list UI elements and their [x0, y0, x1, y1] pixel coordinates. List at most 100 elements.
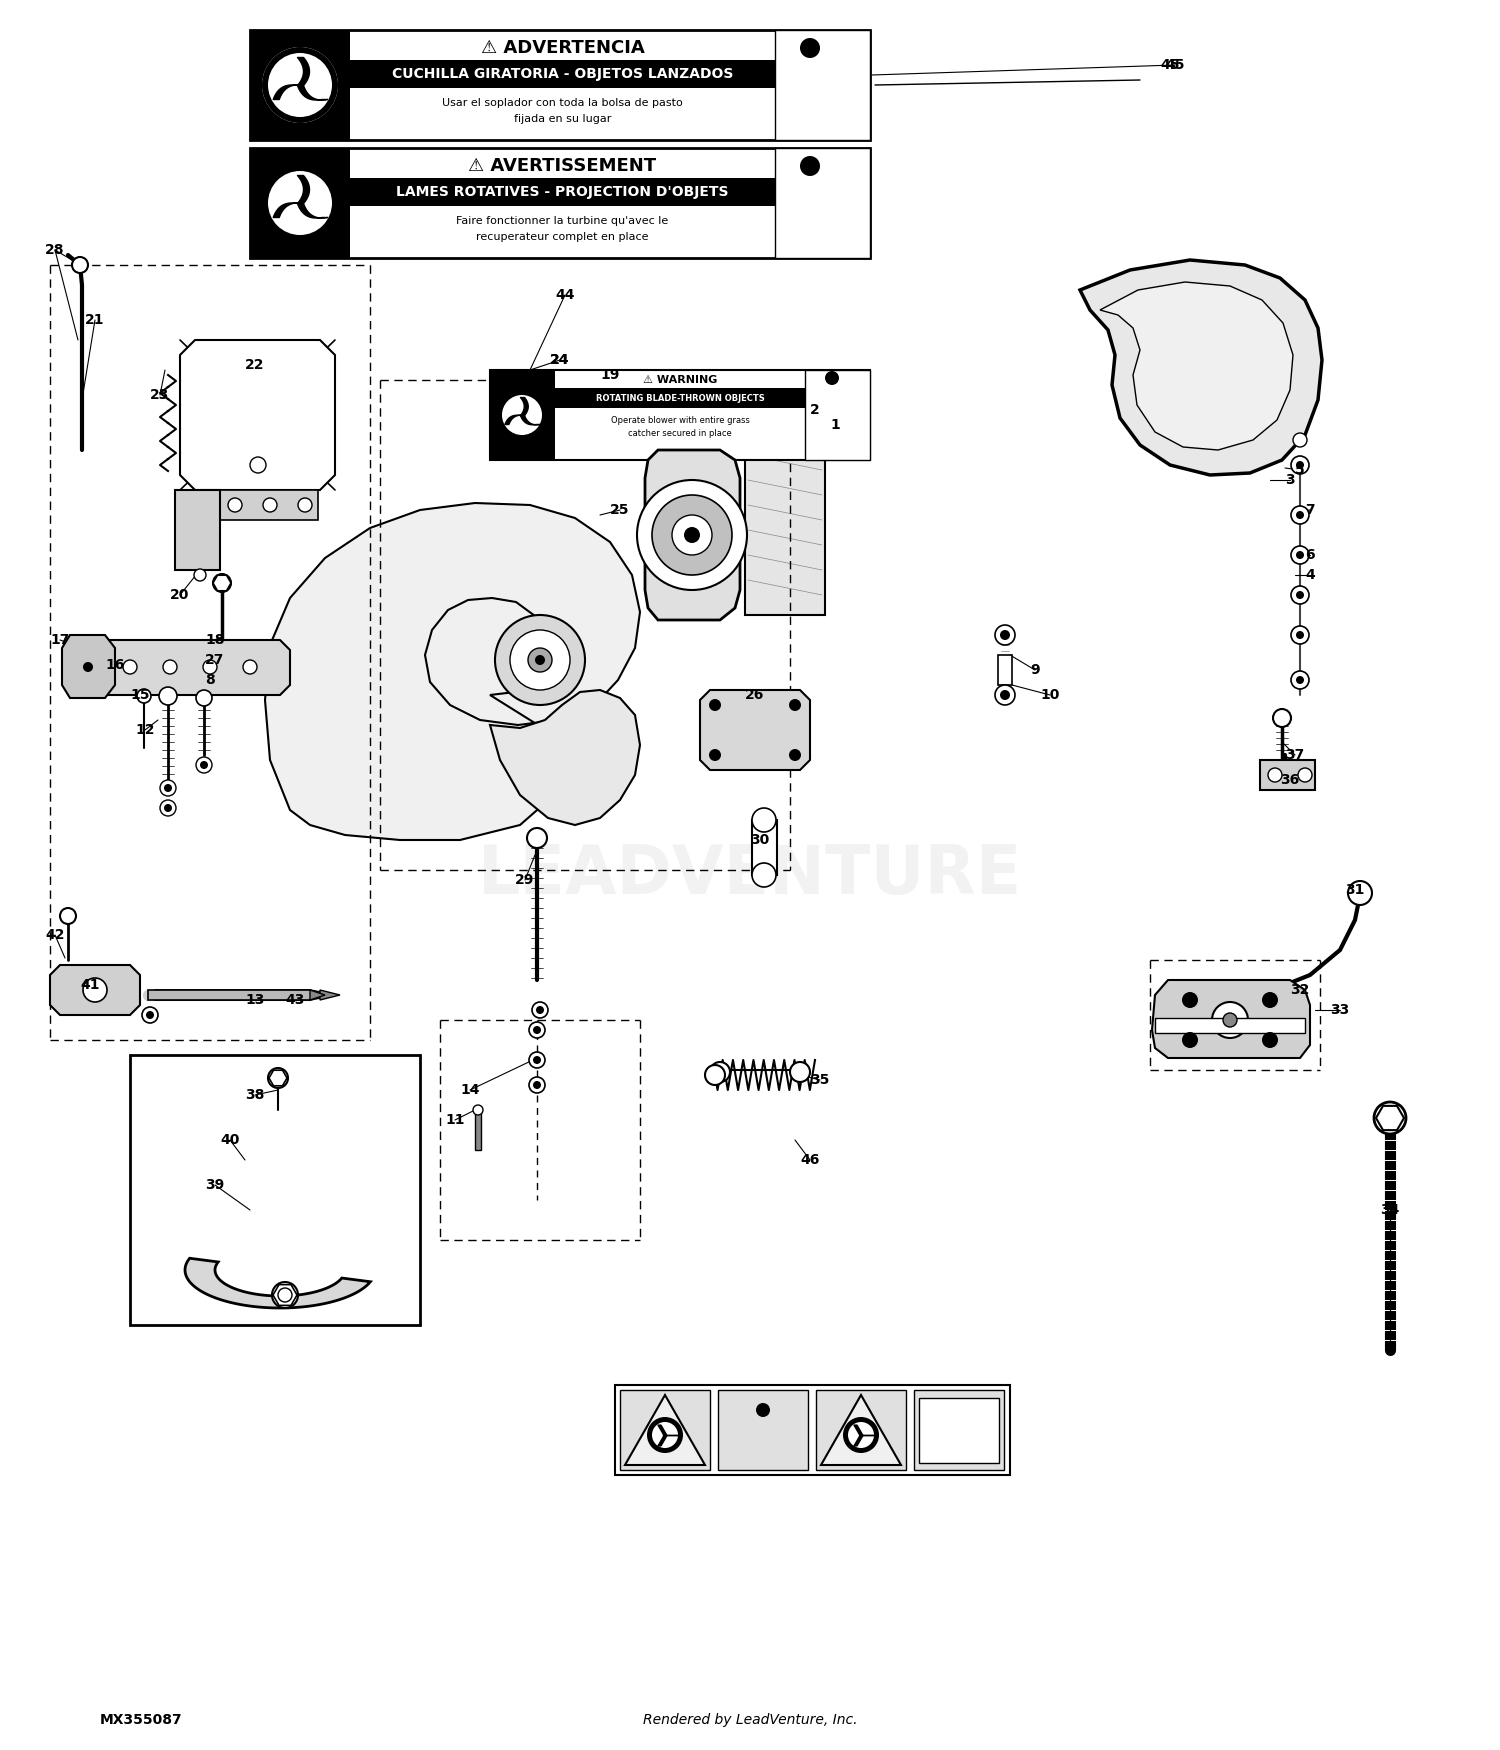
Circle shape	[160, 780, 176, 796]
Circle shape	[994, 684, 1016, 705]
Circle shape	[1000, 630, 1010, 640]
Text: 26: 26	[746, 688, 765, 702]
Text: 24: 24	[550, 354, 570, 367]
Text: 41: 41	[81, 978, 100, 992]
Circle shape	[652, 1423, 678, 1447]
Circle shape	[1293, 432, 1306, 446]
Circle shape	[1212, 1003, 1248, 1038]
Circle shape	[1298, 768, 1312, 782]
Bar	[1155, 1018, 1305, 1032]
Bar	[914, 1390, 1004, 1470]
Circle shape	[202, 660, 217, 674]
Circle shape	[1296, 460, 1304, 469]
Text: 5: 5	[1294, 464, 1305, 478]
Bar	[998, 654, 1012, 684]
Text: 10: 10	[1041, 688, 1059, 702]
Bar	[130, 1055, 420, 1325]
Polygon shape	[626, 1395, 705, 1465]
Text: 11: 11	[446, 1113, 465, 1127]
Circle shape	[789, 749, 801, 761]
Circle shape	[194, 569, 206, 581]
Circle shape	[272, 1283, 298, 1307]
Text: catcher secured in place: catcher secured in place	[628, 429, 732, 438]
Circle shape	[82, 978, 106, 1003]
Bar	[251, 149, 350, 257]
Bar	[816, 1390, 906, 1470]
Circle shape	[123, 660, 136, 674]
Circle shape	[528, 648, 552, 672]
Circle shape	[752, 863, 776, 887]
Circle shape	[82, 662, 93, 672]
Circle shape	[243, 660, 256, 674]
Bar	[350, 178, 776, 206]
Text: recuperateur complet en place: recuperateur complet en place	[476, 233, 648, 242]
Circle shape	[847, 1423, 874, 1447]
Polygon shape	[90, 640, 290, 695]
Polygon shape	[50, 964, 140, 1015]
Circle shape	[672, 514, 712, 555]
Polygon shape	[148, 990, 320, 999]
Text: 31: 31	[1346, 884, 1365, 898]
Polygon shape	[490, 690, 640, 824]
Bar	[615, 1384, 1010, 1475]
Text: 22: 22	[246, 359, 266, 373]
Text: 45: 45	[1166, 58, 1185, 72]
Circle shape	[1262, 992, 1278, 1008]
Circle shape	[1296, 592, 1304, 598]
Circle shape	[825, 371, 839, 385]
Text: 3: 3	[1286, 473, 1294, 487]
Text: 27: 27	[206, 653, 225, 667]
Text: 43: 43	[285, 992, 304, 1006]
Circle shape	[1296, 551, 1304, 558]
Text: LAMES ROTATIVES - PROJECTION D'OBJETS: LAMES ROTATIVES - PROJECTION D'OBJETS	[396, 186, 729, 200]
Bar	[746, 439, 825, 614]
Text: 36: 36	[1281, 774, 1299, 788]
Circle shape	[1296, 511, 1304, 520]
Circle shape	[530, 1022, 544, 1038]
Circle shape	[298, 499, 312, 513]
Text: 20: 20	[171, 588, 189, 602]
Bar	[217, 490, 318, 520]
Circle shape	[472, 1104, 483, 1115]
Circle shape	[710, 1062, 730, 1082]
Bar	[350, 60, 776, 88]
Circle shape	[1292, 546, 1310, 564]
Circle shape	[684, 527, 700, 542]
Circle shape	[1292, 457, 1310, 474]
Circle shape	[200, 761, 208, 768]
Circle shape	[1374, 1102, 1406, 1134]
Circle shape	[228, 499, 242, 513]
Circle shape	[142, 1006, 158, 1024]
Text: 17: 17	[51, 634, 69, 648]
Circle shape	[638, 480, 747, 590]
Polygon shape	[645, 450, 740, 620]
Circle shape	[196, 758, 211, 774]
Circle shape	[1262, 1032, 1278, 1048]
Bar	[752, 821, 777, 875]
Circle shape	[213, 574, 231, 592]
Text: 18: 18	[206, 634, 225, 648]
Circle shape	[526, 828, 548, 849]
Polygon shape	[821, 1395, 902, 1465]
Circle shape	[60, 908, 76, 924]
Circle shape	[160, 800, 176, 816]
Polygon shape	[1376, 1106, 1404, 1130]
Text: 44: 44	[555, 289, 574, 303]
Text: Operate blower with entire grass: Operate blower with entire grass	[610, 415, 750, 425]
Polygon shape	[1100, 282, 1293, 450]
Circle shape	[1000, 690, 1010, 700]
Polygon shape	[700, 690, 810, 770]
Text: 7: 7	[1305, 502, 1316, 516]
Circle shape	[532, 1003, 548, 1018]
Circle shape	[536, 654, 544, 665]
Circle shape	[1348, 880, 1372, 905]
Bar	[555, 388, 806, 408]
Text: 40: 40	[220, 1132, 240, 1146]
Text: 12: 12	[135, 723, 154, 737]
Text: CUCHILLA GIRATORIA - OBJETOS LANZADOS: CUCHILLA GIRATORIA - OBJETOS LANZADOS	[392, 66, 734, 80]
Text: 19: 19	[600, 368, 619, 382]
Text: 1: 1	[830, 418, 840, 432]
Bar	[776, 149, 870, 257]
Text: LEADVENTURE: LEADVENTURE	[478, 842, 1022, 908]
Circle shape	[495, 614, 585, 705]
